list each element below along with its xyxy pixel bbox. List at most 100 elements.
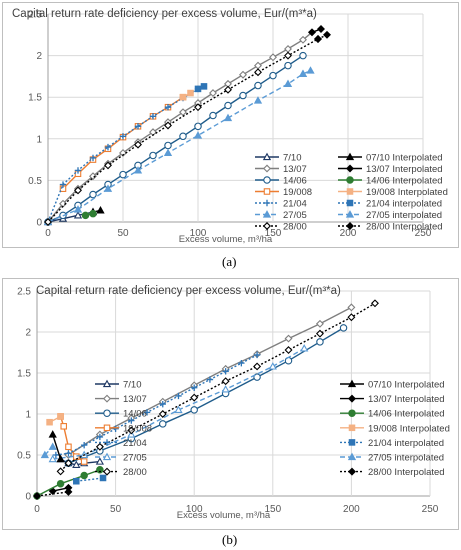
data-point-a-12 xyxy=(306,66,315,74)
legend-marker-b-3 xyxy=(103,424,111,432)
data-point-a-11 xyxy=(200,83,208,90)
data-point-b-4 xyxy=(65,450,72,457)
legend-marker-b-4 xyxy=(103,439,111,446)
series-line-b-9 xyxy=(36,469,101,497)
legend-marker-a-13 xyxy=(346,222,354,230)
legend-label-b-9: 14/06 Interpolated xyxy=(368,409,445,420)
data-point-a-6 xyxy=(134,140,142,149)
data-point-a-1 xyxy=(284,44,292,53)
y-tick-label-b: 0 xyxy=(25,492,31,503)
legend-marker-b-10 xyxy=(348,424,356,432)
data-point-b-4 xyxy=(143,409,151,416)
legend-label-a-4: 21/04 xyxy=(283,199,307,210)
data-point-b-12 xyxy=(40,450,49,459)
data-point-a-5 xyxy=(223,113,233,122)
x-tick-label-a: 50 xyxy=(117,228,129,239)
data-point-b-6 xyxy=(56,467,65,476)
data-point-b-7 xyxy=(48,430,57,438)
data-point-b-5 xyxy=(300,344,309,352)
data-point-a-5 xyxy=(103,184,113,192)
data-point-b-4 xyxy=(253,351,261,359)
data-point-a-2 xyxy=(254,81,262,90)
data-point-a-6 xyxy=(284,51,292,60)
legend-label-b-12: 27/05 interpolated xyxy=(368,453,444,464)
data-point-a-4 xyxy=(89,154,97,162)
legend-label-b-11: 21/04 interpolated xyxy=(368,438,444,449)
data-point-a-2 xyxy=(239,91,247,100)
data-point-b-4 xyxy=(80,441,88,449)
data-point-a-2 xyxy=(179,132,187,141)
x-tick-label-b: 100 xyxy=(186,504,203,515)
data-point-b-4 xyxy=(206,376,214,383)
data-point-b-2 xyxy=(339,324,348,332)
data-point-b-6 xyxy=(190,393,199,402)
data-point-a-2 xyxy=(194,122,202,131)
data-point-b-4 xyxy=(238,359,245,367)
legend-marker-b-7 xyxy=(347,379,357,388)
legend-label-b-1: 13/07 xyxy=(123,394,147,405)
data-point-a-10 xyxy=(179,93,187,101)
data-point-a-4 xyxy=(149,113,157,120)
data-point-b-13 xyxy=(33,492,41,500)
legend-marker-b-6 xyxy=(103,467,111,476)
data-point-a-2 xyxy=(89,190,97,199)
data-point-b-9 xyxy=(96,466,104,474)
data-point-b-12 xyxy=(48,442,57,450)
legend-marker-b-8 xyxy=(348,394,356,403)
y-tick-label-a: 1.5 xyxy=(28,93,42,104)
data-point-b-4 xyxy=(175,392,182,400)
data-point-b-0 xyxy=(95,457,105,465)
legend-marker-a-0 xyxy=(262,152,272,161)
legend-label-a-7: 07/10 Interpolated xyxy=(366,153,443,164)
data-point-a-5 xyxy=(283,79,293,87)
data-point-b-0 xyxy=(72,460,81,468)
data-point-a-13 xyxy=(323,30,331,39)
data-point-b-9 xyxy=(56,479,65,488)
y-tick-label-a: 0.5 xyxy=(28,176,42,187)
data-point-a-8 xyxy=(317,24,325,33)
x-tick-label-b: 250 xyxy=(422,504,439,515)
data-point-a-2 xyxy=(269,71,277,80)
data-point-a-1 xyxy=(239,70,247,79)
y-tick-label-a: 0 xyxy=(36,218,42,229)
data-point-b-3 xyxy=(80,458,88,465)
data-point-a-4 xyxy=(74,167,82,174)
legend-label-b-2: 14/06 xyxy=(123,409,147,420)
legend-marker-b-12 xyxy=(347,452,357,461)
data-point-b-1 xyxy=(347,303,356,312)
legend-label-b-7: 07/10 Interpolated xyxy=(368,380,445,391)
data-point-b-1 xyxy=(284,334,293,343)
x-tick-label-a: 250 xyxy=(415,228,432,239)
x-tick-label-a: 150 xyxy=(265,228,282,239)
data-point-b-7 xyxy=(56,454,65,463)
chart-panel-b xyxy=(2,278,459,530)
data-point-a-9 xyxy=(89,209,97,218)
legend-marker-a-3 xyxy=(263,188,271,195)
legend-marker-a-6 xyxy=(263,222,271,230)
data-point-b-2 xyxy=(316,338,324,346)
data-point-b-5 xyxy=(48,454,57,463)
legend-marker-a-5 xyxy=(262,210,272,218)
data-point-b-4 xyxy=(128,417,135,424)
series-line-b-7 xyxy=(52,434,62,460)
data-point-a-2 xyxy=(119,170,127,179)
legend-marker-a-9 xyxy=(346,176,354,184)
data-point-a-6 xyxy=(104,161,112,170)
data-point-a-1 xyxy=(119,148,127,157)
data-point-a-8 xyxy=(308,28,316,37)
data-point-a-12 xyxy=(298,69,308,78)
data-point-a-5 xyxy=(163,148,173,157)
legend-label-a-5: 27/05 xyxy=(283,210,307,221)
legend-marker-b-11 xyxy=(348,439,356,446)
x-tick-label-b: 200 xyxy=(343,504,360,515)
legend-marker-b-0 xyxy=(102,379,112,388)
data-point-a-6 xyxy=(74,186,82,195)
y-tick-label-b: 0.5 xyxy=(17,451,31,462)
data-point-a-1 xyxy=(209,89,217,98)
legend-marker-a-7 xyxy=(345,152,355,161)
data-point-a-6 xyxy=(194,103,202,112)
data-point-b-10 xyxy=(57,413,64,420)
data-point-a-2 xyxy=(299,51,307,60)
data-point-b-3 xyxy=(65,443,72,451)
